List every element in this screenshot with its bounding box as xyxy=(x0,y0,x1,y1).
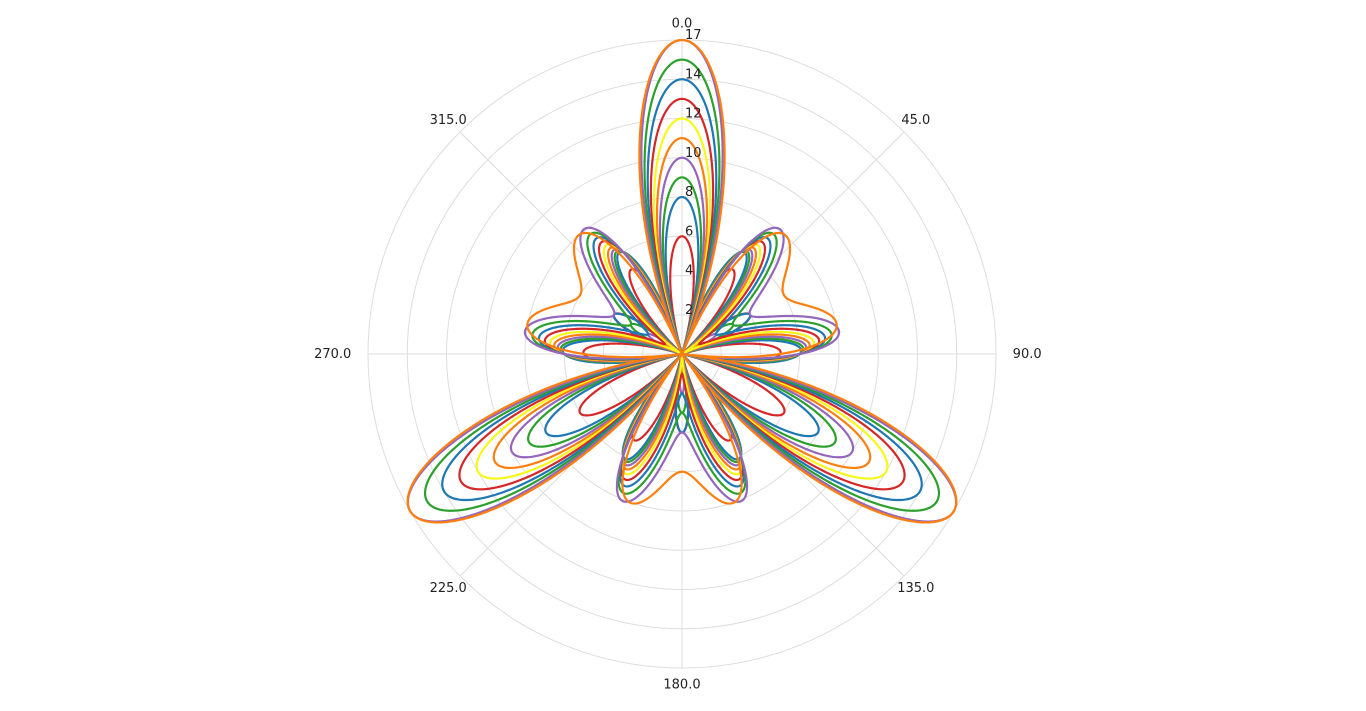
angular-tick-label: 225.0 xyxy=(430,581,467,596)
series-group xyxy=(406,38,958,524)
radial-tick-label: 8 xyxy=(685,185,693,200)
angular-tick-label: 90.0 xyxy=(1013,347,1042,362)
radial-tick-label: 17 xyxy=(685,28,702,43)
series-line-9 xyxy=(423,58,941,512)
angular-tick-label: 0.0 xyxy=(672,16,693,31)
angular-tick-label: 45.0 xyxy=(901,113,930,128)
series-line-10 xyxy=(406,38,958,523)
radial-tick-label: 4 xyxy=(685,264,693,279)
angular-tick-label: 270.0 xyxy=(314,347,351,362)
angular-tick-label: 180.0 xyxy=(663,678,700,693)
radial-tick-label: 12 xyxy=(685,107,702,122)
radial-tick-label: 10 xyxy=(685,146,702,161)
radial-tick-label: 2 xyxy=(685,303,693,318)
series-line-11 xyxy=(406,38,958,524)
series-line-7 xyxy=(458,97,906,491)
tick-labels: 0.0 45.0 90.0 135.0 180.0 225.0 270.0 315.0 2 4 6 8… xyxy=(314,16,1042,692)
angular-tick-label: 315.0 xyxy=(430,113,467,128)
radial-tick-label: 6 xyxy=(685,224,693,239)
series-line-8 xyxy=(441,78,923,502)
angular-tick-label: 135.0 xyxy=(897,581,934,596)
radial-tick-label: 14 xyxy=(685,67,702,82)
